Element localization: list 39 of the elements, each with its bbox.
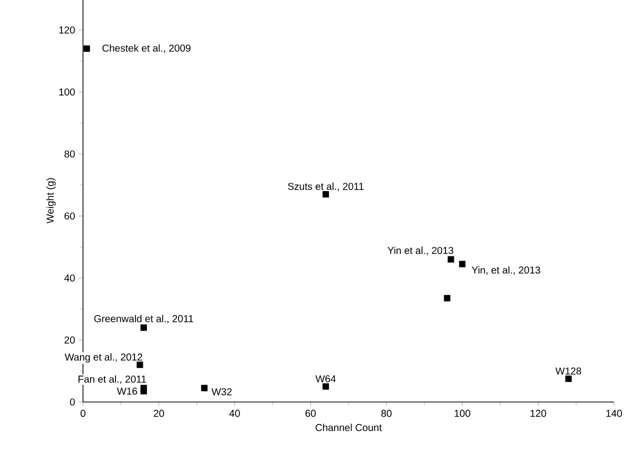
y-tick-label: 100 bbox=[59, 88, 75, 96]
x-tick-label: 100 bbox=[454, 410, 470, 417]
annotation: Yin, et al., 2013 bbox=[472, 266, 540, 275]
point bbox=[565, 376, 572, 382]
point bbox=[140, 388, 147, 394]
y-axis-title: Weight (g) bbox=[46, 178, 56, 224]
annotation: W32 bbox=[212, 388, 232, 396]
annotation: Wang et al., 2012 bbox=[64, 353, 142, 363]
y-tick-label: 80 bbox=[64, 150, 75, 158]
point bbox=[84, 45, 90, 52]
annotation: Chestek et al., 2009 bbox=[102, 44, 190, 53]
annotation: W128 bbox=[555, 367, 582, 375]
annotation: Szuts et al., 2011 bbox=[288, 182, 364, 192]
point bbox=[448, 256, 454, 263]
x-tick-label: 120 bbox=[530, 410, 546, 417]
x-axis-title: Channel Count bbox=[316, 424, 382, 432]
point bbox=[322, 383, 329, 390]
y-tick-label: 120 bbox=[59, 26, 75, 34]
y-tick-label: 0 bbox=[70, 398, 75, 406]
y-tick-label: 40 bbox=[64, 274, 75, 282]
annotation: Yin et al., 2013 bbox=[388, 246, 454, 256]
x-tick-label: 140 bbox=[606, 410, 622, 417]
point bbox=[444, 294, 450, 302]
point bbox=[459, 260, 466, 268]
annotation: Greenwald et al., 2011 bbox=[94, 314, 194, 324]
y-tick-label: 20 bbox=[64, 336, 75, 344]
annotation: Fan et al., 2011 bbox=[78, 375, 146, 384]
annotation: W16 bbox=[116, 388, 138, 395]
x-tick-label: 80 bbox=[381, 410, 392, 417]
point bbox=[201, 384, 208, 392]
x-tick-label: 40 bbox=[229, 410, 240, 417]
point bbox=[136, 362, 144, 368]
y-tick-label: 60 bbox=[64, 212, 75, 220]
x-tick-label: 60 bbox=[306, 410, 316, 417]
annotation: W64 bbox=[316, 375, 336, 382]
x-tick-label: 20 bbox=[154, 410, 164, 417]
x-tick-label: 0 bbox=[80, 410, 86, 417]
point bbox=[140, 324, 147, 331]
point bbox=[322, 191, 329, 198]
